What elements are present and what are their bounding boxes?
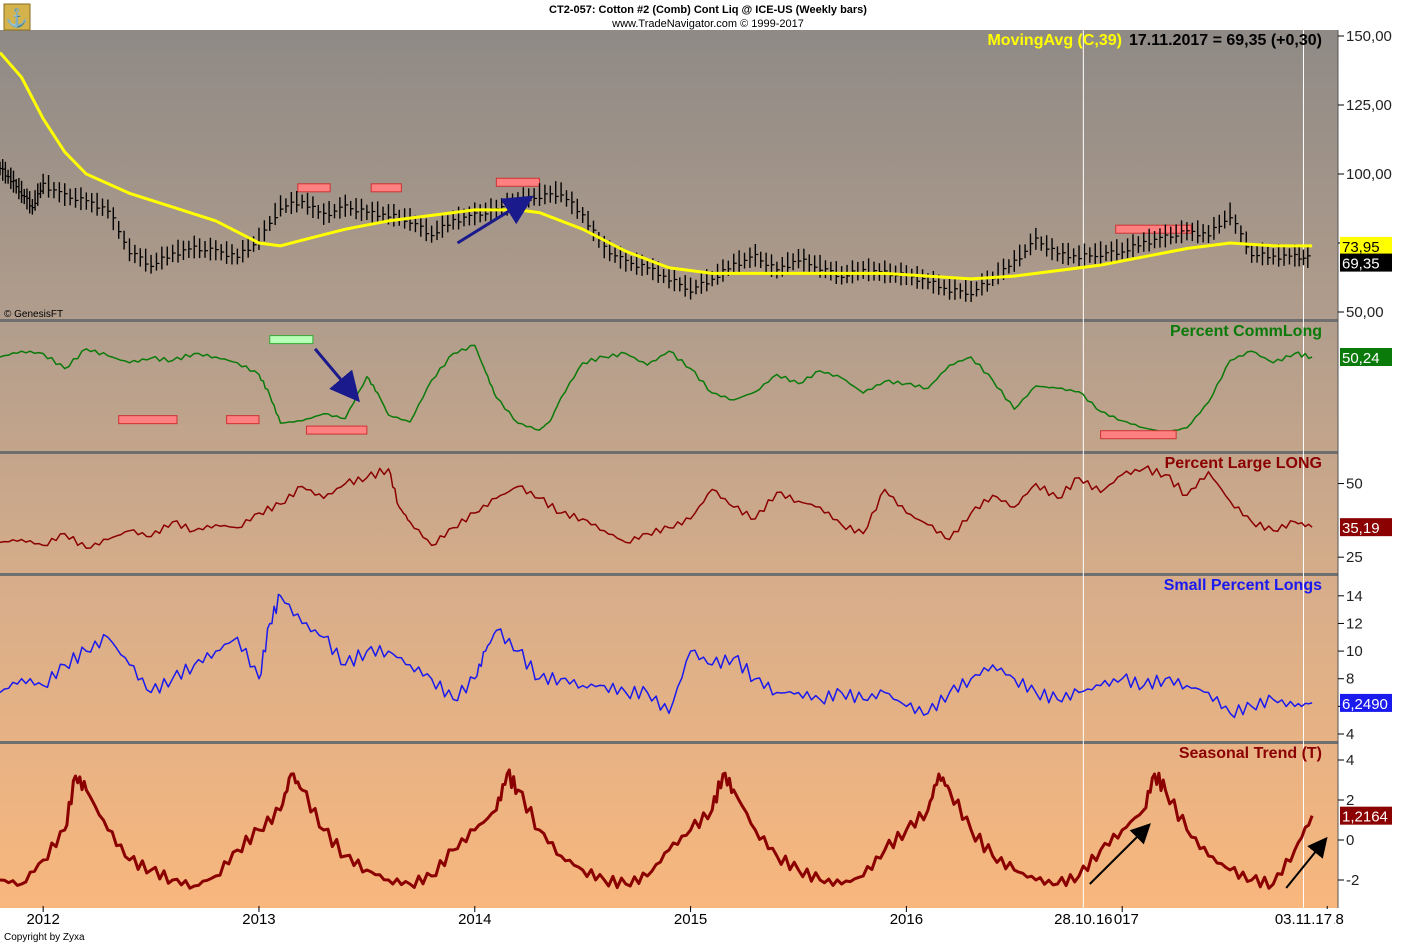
date-marker-lines — [1082, 30, 1304, 908]
small-long-tick-label: 8 — [1346, 671, 1354, 688]
price-highlight-box — [297, 183, 331, 193]
seasonal-line — [0, 768, 1314, 890]
price-tick-label: 100,00 — [1346, 166, 1392, 183]
price-last-value-box — [1340, 253, 1392, 272]
price-highlight-box — [1115, 224, 1192, 234]
ma-value-label-box — [1340, 236, 1392, 255]
seasonal-tick-label: -2 — [1346, 872, 1359, 889]
large-long-panel: 50 25 Percent Large LONG 35,19 — [0, 455, 1392, 566]
price-highlight-box — [370, 183, 402, 193]
small-long-tick-label: 12 — [1346, 615, 1363, 632]
comm-trend-arrow — [313, 347, 360, 403]
price-readout: 17.11.2017 = 69,35 (+0,30) — [1129, 32, 1322, 49]
seasonal-trend-arrow — [1089, 823, 1151, 885]
large-long-line — [0, 465, 1313, 550]
date-marker-box — [1272, 909, 1335, 928]
moving-avg-legend: MovingAvg (C,39) — [987, 32, 1122, 49]
comm-long-last-value: 50,24 — [1342, 350, 1380, 367]
price-last-value: 69,35 — [1342, 256, 1380, 273]
svg-text:⚓: ⚓ — [6, 7, 28, 28]
comm-low-highlight — [305, 425, 368, 435]
anchor-logo-icon: ⚓ — [3, 3, 31, 31]
date-marker-label: 28.10.16 — [1054, 911, 1112, 928]
price-tick-label: 125,00 — [1346, 97, 1392, 114]
plot-background — [0, 30, 1338, 908]
large-long-last-value: 35,19 — [1342, 520, 1380, 537]
time-tick-label: 2012 — [26, 911, 59, 928]
price-tick-label: 50,00 — [1346, 304, 1384, 321]
comm-long-title: Percent CommLong — [1170, 323, 1322, 340]
seasonal-trend-arrow — [1285, 836, 1328, 889]
time-tick-label: 2016 — [890, 911, 923, 928]
panel-separator — [0, 451, 1338, 454]
date-marker-label: 03.11.17 — [1275, 911, 1332, 928]
time-axis: 201220132014201520162017201828.10.1603.1… — [26, 906, 1344, 928]
small-long-tick-label: 14 — [1346, 588, 1363, 605]
time-tick-label: 2013 — [242, 911, 275, 928]
seasonal-title: Seasonal Trend (T) — [1179, 745, 1322, 762]
large-long-last-value-box — [1340, 518, 1392, 537]
small-long-title: Small Percent Longs — [1164, 577, 1322, 594]
comm-long-last-value-box — [1340, 348, 1392, 366]
ma-value-label: 73,95 — [1342, 239, 1380, 256]
seasonal-tick-label: 0 — [1346, 832, 1354, 849]
chart-title: CT2-057: Cotton #2 (Comb) Cont Liq @ ICE… — [549, 4, 867, 16]
panel-separators — [0, 30, 1339, 908]
copyright-text: Copyright by Zyxa — [4, 932, 85, 943]
comm-low-highlight — [226, 415, 260, 425]
trend-arrow — [456, 195, 534, 245]
seasonal-panel: 4 2 0 -2 Seasonal Trend (T) 1,2164 — [0, 745, 1392, 890]
panel-separator — [0, 319, 1338, 322]
seasonal-tick-label: 4 — [1346, 752, 1354, 769]
panel-separator — [0, 741, 1338, 744]
price-tick-label: 150,00 — [1346, 28, 1392, 45]
seasonal-last-value: 1,2164 — [1342, 809, 1388, 826]
genesis-credit: © GenesisFT — [4, 309, 63, 320]
panel-separator — [0, 573, 1338, 576]
large-long-title: Percent Large LONG — [1165, 455, 1322, 472]
axis-background — [1338, 30, 1416, 908]
small-long-last-value-box — [1340, 693, 1392, 712]
small-long-tick-label: 10 — [1346, 643, 1363, 660]
comm-low-highlight — [118, 415, 178, 425]
comm-low-highlight — [1100, 430, 1177, 440]
comm-high-highlight — [269, 335, 314, 345]
price-bars — [0, 159, 1311, 302]
seasonal-tick-label: 2 — [1346, 792, 1354, 809]
seasonal-last-value-box — [1340, 806, 1392, 825]
comm-long-line — [0, 344, 1313, 434]
time-tick-label: 2015 — [674, 911, 707, 928]
small-long-tick-label: 4 — [1346, 726, 1354, 743]
price-highlight-box — [495, 177, 541, 187]
large-long-tick-label: 25 — [1346, 549, 1363, 566]
date-marker-box — [1052, 909, 1115, 928]
small-long-last-value: 6,2490 — [1342, 696, 1388, 713]
large-long-tick-label: 50 — [1346, 476, 1363, 493]
comm-long-panel: Percent CommLong 50,24 — [0, 323, 1392, 440]
time-tick-label: 2014 — [458, 911, 491, 928]
small-long-line — [0, 593, 1313, 719]
moving-average-line — [0, 51, 1313, 281]
chart-subtitle: www.TradeNavigator.com © 1999-2017 — [611, 18, 804, 30]
